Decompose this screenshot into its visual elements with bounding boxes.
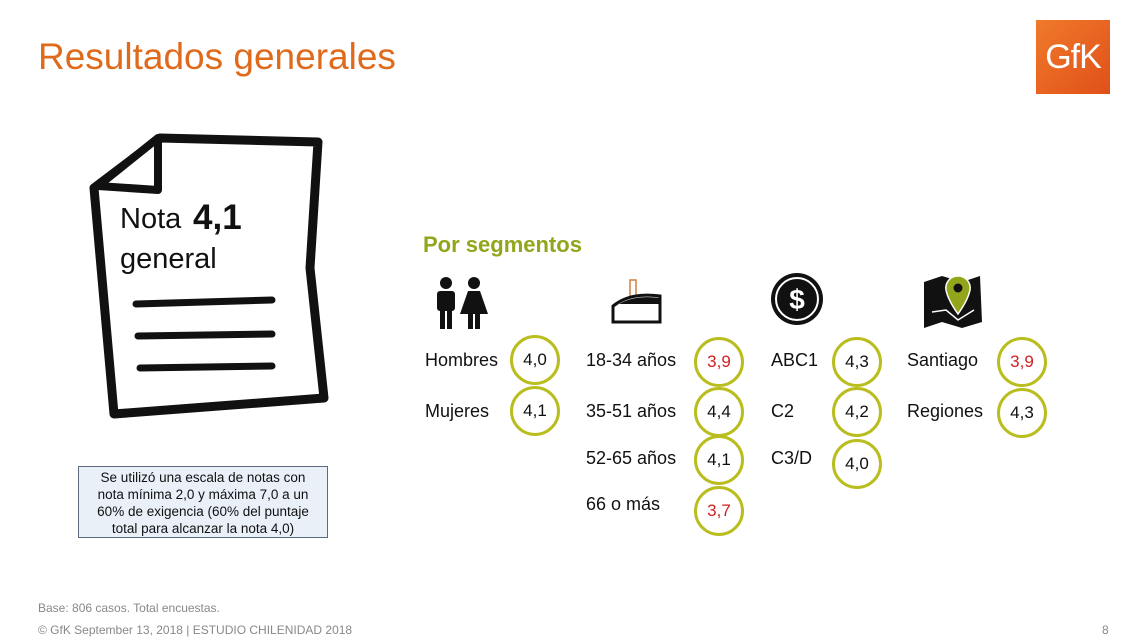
nota-value: 4,1 [193, 198, 242, 237]
segments-title: Por segmentos [423, 232, 582, 257]
dollar-coin-icon: $ [771, 273, 823, 325]
nota-general-label: general [120, 243, 217, 275]
score-circle: 4,3 [997, 388, 1047, 438]
nota-label: Nota [120, 203, 182, 235]
map-pin-icon [924, 275, 982, 328]
svg-text:$: $ [789, 284, 805, 315]
page-number: 8 [1102, 623, 1109, 637]
score-circle: 4,2 [832, 387, 882, 437]
segment-label: Hombres [425, 350, 499, 370]
base-note: Base: 806 casos. Total encuestas. [38, 601, 220, 615]
scale-note: Se utilizó una escala de notas con nota … [78, 466, 328, 538]
gfk-logo: GfK [1036, 20, 1110, 94]
page-title: Resultados generales [38, 36, 396, 77]
score-circle: 3,7 [694, 486, 744, 536]
segment-label: 52-65 años [586, 448, 677, 468]
segment-label: Regiones [907, 401, 984, 421]
segment-label: ABC1 [771, 350, 819, 370]
copyright-footer: © GfK September 13, 2018 | ESTUDIO CHILE… [38, 623, 353, 637]
score-circle: 3,9 [694, 337, 744, 387]
note-line: Se utilizó una escala de notas con [100, 470, 306, 485]
score-circle: 4,4 [694, 387, 744, 437]
segment-label: Mujeres [425, 401, 490, 421]
score-circle: 4,1 [510, 386, 560, 436]
segment-label: 35-51 años [586, 401, 677, 421]
score-circle: 4,0 [510, 335, 560, 385]
score-circle: 4,0 [832, 439, 882, 489]
segment-label: Santiago [907, 350, 979, 370]
segment-label: 66 o más [586, 494, 661, 514]
score-circle: 3,9 [997, 337, 1047, 387]
score-circle: 4,1 [694, 435, 744, 485]
note-line: nota mínima 2,0 y máxima 7,0 a un [97, 487, 309, 502]
segment-label: C2 [771, 401, 795, 421]
segment-label: C3/D [771, 448, 813, 468]
people-icon [437, 277, 488, 329]
score-circle: 4,3 [832, 337, 882, 387]
note-line: 60% de exigencia (60% del puntaje [97, 504, 309, 519]
note-line: total para alcanzar la nota 4,0) [111, 521, 295, 536]
document-icon [89, 133, 329, 419]
segment-label: 18-34 años [586, 350, 677, 370]
cake-icon [611, 279, 662, 324]
